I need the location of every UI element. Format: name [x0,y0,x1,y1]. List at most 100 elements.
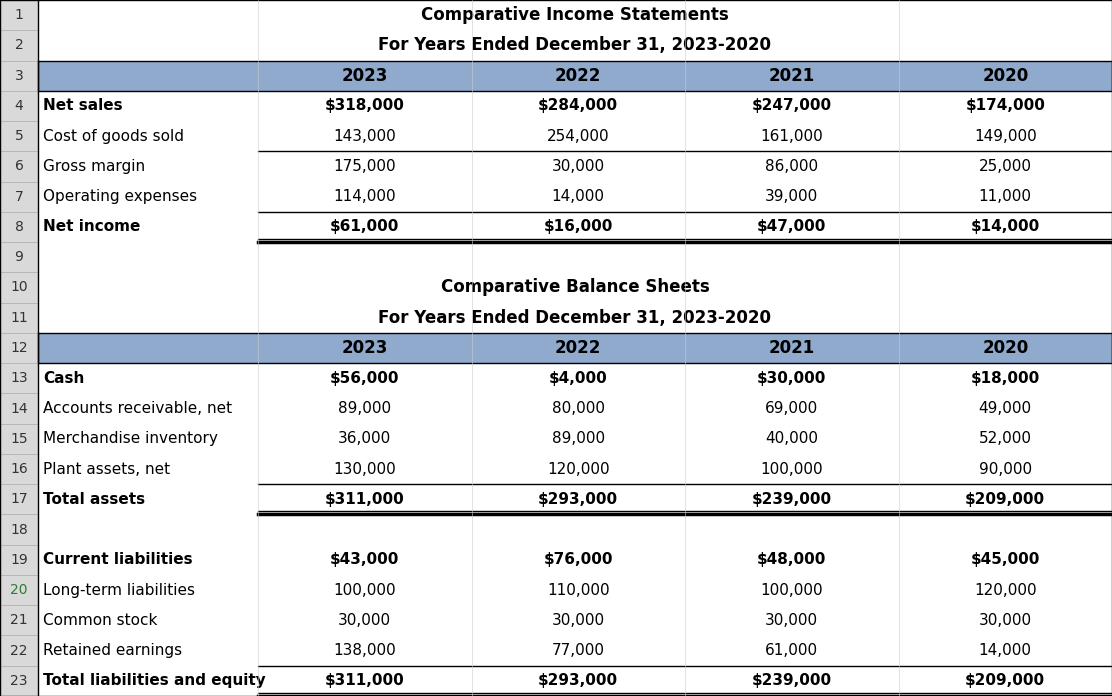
Text: 69,000: 69,000 [765,401,818,416]
Bar [0,454,38,484]
Text: $311,000: $311,000 [325,673,405,688]
Text: 39,000: 39,000 [765,189,818,204]
Bar [38,182,1112,212]
Bar [0,90,38,121]
Text: 114,000: 114,000 [334,189,396,204]
Bar [38,666,1112,696]
Text: 3: 3 [14,69,23,83]
Text: 175,000: 175,000 [334,159,396,174]
Text: $76,000: $76,000 [544,553,613,567]
Text: 11,000: 11,000 [979,189,1032,204]
Bar [38,333,1112,363]
Text: $48,000: $48,000 [757,553,826,567]
Text: 2021: 2021 [768,67,815,85]
Bar [38,393,1112,424]
Text: 8: 8 [14,220,23,234]
Text: 77,000: 77,000 [552,643,605,658]
Text: 30,000: 30,000 [979,613,1032,628]
Text: 130,000: 130,000 [334,461,396,477]
Text: $43,000: $43,000 [330,553,399,567]
Bar [0,61,38,90]
Bar [38,0,1112,30]
Text: 12: 12 [10,341,28,355]
Bar [0,30,38,61]
Bar [38,575,1112,606]
Bar [38,242,1112,272]
Text: Cash: Cash [43,371,85,386]
Text: 6: 6 [14,159,23,173]
Text: 52,000: 52,000 [979,432,1032,446]
Text: 21: 21 [10,613,28,627]
Text: 30,000: 30,000 [338,613,391,628]
Text: $45,000: $45,000 [971,553,1040,567]
Text: 138,000: 138,000 [334,643,396,658]
Bar [0,0,38,30]
Text: $174,000: $174,000 [965,98,1045,113]
Text: $16,000: $16,000 [544,219,613,235]
Bar [0,121,38,151]
Bar [0,424,38,454]
Bar [0,272,38,303]
Bar [38,484,1112,514]
Text: For Years Ended December 31, 2023-2020: For Years Ended December 31, 2023-2020 [378,309,772,326]
Text: 14: 14 [10,402,28,416]
Text: Net income: Net income [43,219,140,235]
Text: $247,000: $247,000 [752,98,832,113]
Bar [38,303,1112,333]
Text: $293,000: $293,000 [538,673,618,688]
Text: $56,000: $56,000 [330,371,399,386]
Text: $209,000: $209,000 [965,492,1045,507]
Text: 23: 23 [10,674,28,688]
Text: $30,000: $30,000 [757,371,826,386]
Text: 4: 4 [14,99,23,113]
Bar [0,635,38,666]
Text: 89,000: 89,000 [338,401,391,416]
Text: 36,000: 36,000 [338,432,391,446]
Text: Net sales: Net sales [43,98,122,113]
Text: $239,000: $239,000 [752,492,832,507]
Text: 2023: 2023 [341,339,388,357]
Text: 2020: 2020 [982,67,1029,85]
Bar [0,393,38,424]
Text: 110,000: 110,000 [547,583,609,598]
Text: 100,000: 100,000 [761,583,823,598]
Text: $18,000: $18,000 [971,371,1040,386]
Text: 149,000: 149,000 [974,129,1036,143]
Text: 254,000: 254,000 [547,129,609,143]
Text: 49,000: 49,000 [979,401,1032,416]
Text: 14,000: 14,000 [979,643,1032,658]
Text: Current liabilities: Current liabilities [43,553,192,567]
Text: 30,000: 30,000 [552,613,605,628]
Bar [38,363,1112,393]
Bar [38,454,1112,484]
Text: 9: 9 [14,251,23,264]
Text: 7: 7 [14,190,23,204]
Text: 18: 18 [10,523,28,537]
Bar [38,212,1112,242]
Text: 100,000: 100,000 [334,583,396,598]
Text: 19: 19 [10,553,28,567]
Text: Comparative Income Statements: Comparative Income Statements [421,6,728,24]
Text: $47,000: $47,000 [757,219,826,235]
Text: $61,000: $61,000 [330,219,399,235]
Text: 120,000: 120,000 [547,461,609,477]
Text: For Years Ended December 31, 2023-2020: For Years Ended December 31, 2023-2020 [378,36,772,54]
Text: Total assets: Total assets [43,492,146,507]
Bar [38,90,1112,121]
Text: 2022: 2022 [555,339,602,357]
Text: $14,000: $14,000 [971,219,1040,235]
Text: $293,000: $293,000 [538,492,618,507]
Text: 11: 11 [10,310,28,325]
Text: Total liabilities and equity: Total liabilities and equity [43,673,266,688]
Text: $239,000: $239,000 [752,673,832,688]
Text: Operating expenses: Operating expenses [43,189,197,204]
Text: 86,000: 86,000 [765,159,818,174]
Bar [38,545,1112,575]
Text: 143,000: 143,000 [334,129,396,143]
Text: 2022: 2022 [555,67,602,85]
Bar [38,424,1112,454]
Text: 80,000: 80,000 [552,401,605,416]
Text: 40,000: 40,000 [765,432,818,446]
Text: Retained earnings: Retained earnings [43,643,182,658]
Bar [0,182,38,212]
